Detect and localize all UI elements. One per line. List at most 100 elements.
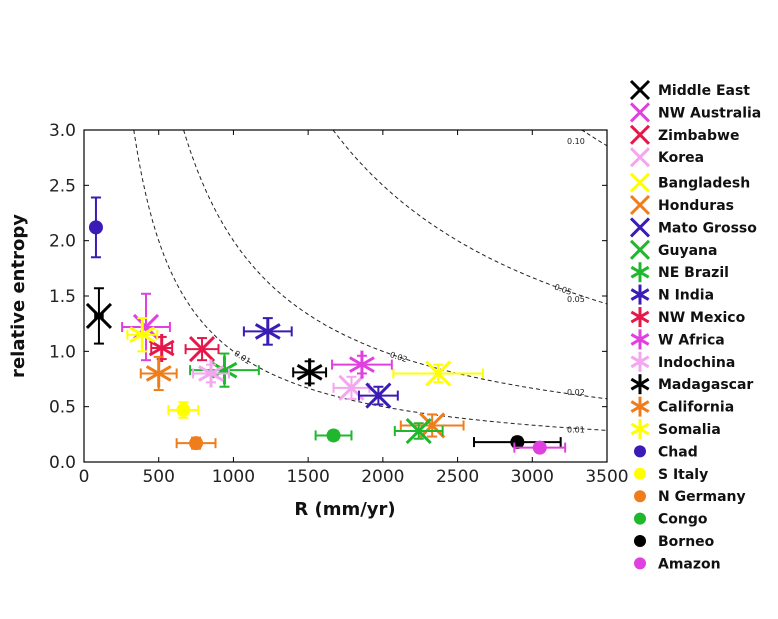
y-tick-label: 2.0 <box>49 232 76 252</box>
legend-item-middle-east: Middle East <box>629 79 750 101</box>
legend-item-n-germany: N Germany <box>634 489 746 505</box>
y-axis-title: relative entropy <box>8 214 29 378</box>
point-honduras <box>399 412 465 439</box>
contour-line <box>183 130 607 400</box>
plot-frame <box>83 129 608 463</box>
point-indochina <box>192 359 230 388</box>
marker-dot <box>88 220 103 235</box>
x-tick-label: 3000 <box>511 467 554 487</box>
legend-marker-ray <box>630 310 650 324</box>
marker-stroke-b <box>365 382 392 409</box>
point-zimbabwe <box>184 336 220 363</box>
legend-marker-stroke-b <box>629 79 651 101</box>
y-tick-label: 1.0 <box>49 342 76 362</box>
legend-item-nw-australia: NW Australia <box>629 102 761 123</box>
legend-marker-dot <box>634 490 646 503</box>
legend: Middle East NW Australia Zimbabwe Korea Bang… <box>629 79 761 572</box>
x-tick-label: 1500 <box>287 467 330 487</box>
contour-line <box>581 130 607 147</box>
legend-label: N India <box>658 288 714 304</box>
legend-item-zimbabwe: Zimbabwe <box>629 124 739 145</box>
point-california <box>139 355 178 392</box>
legend-label: Congo <box>658 512 708 528</box>
point-amazon <box>513 440 567 455</box>
point-w-africa <box>331 350 393 379</box>
point-mato-grosso <box>357 382 399 409</box>
legend-label: Amazon <box>658 556 721 572</box>
point-s-italy <box>167 401 200 419</box>
legend-marker-ray <box>630 333 650 346</box>
marker-ray <box>145 365 172 382</box>
legend-marker-stroke-b <box>629 124 651 145</box>
marker-ray <box>349 356 375 373</box>
marker-dot <box>326 428 341 443</box>
legend-marker-stroke-b <box>629 239 651 260</box>
legend-item-california: California <box>630 396 734 417</box>
marker-stroke-b <box>338 374 365 401</box>
marker-ray <box>148 339 175 357</box>
legend-marker-ray <box>630 288 650 301</box>
marker-dot <box>189 436 204 451</box>
point-borneo <box>473 435 562 450</box>
marker-stroke-b <box>85 302 113 329</box>
point-korea <box>332 374 371 401</box>
legend-item-madagascar: Madagascar <box>630 374 753 395</box>
x-tick-label: 500 <box>142 467 174 487</box>
marker-ray <box>198 365 224 382</box>
legend-item-guyana: Guyana <box>629 239 717 260</box>
x-tick-label: 2000 <box>361 467 404 487</box>
legend-marker-dot <box>634 467 646 480</box>
legend-label: Borneo <box>658 534 715 550</box>
data-points <box>85 196 567 455</box>
contour-lines <box>133 130 607 431</box>
contour-labels: 0.010.010.020.020.050.050.100.150.200.25 <box>232 137 585 435</box>
legend-label: W Africa <box>658 332 725 348</box>
point-middle-east <box>85 287 113 345</box>
marker-stroke-b <box>425 360 452 387</box>
contour-label-right: 0.10 <box>567 137 585 146</box>
legend-marker-dot <box>634 445 646 458</box>
legend-marker-ray <box>630 422 650 436</box>
x-tick-label: 2500 <box>436 467 479 487</box>
legend-label: Korea <box>658 150 704 166</box>
legend-label: Honduras <box>658 198 734 214</box>
point-chad <box>88 196 103 259</box>
x-axis: 0 500 1000 1500 2000 2500 3000 3500 <box>79 130 629 487</box>
marker-stroke-b <box>419 412 446 439</box>
legend-marker-stroke-b <box>629 194 651 216</box>
marker-stroke-b <box>188 336 216 363</box>
contour-label-right: 0.02 <box>567 388 585 397</box>
marker-ray <box>296 364 323 381</box>
legend-marker-ray <box>630 400 650 413</box>
point-n-india <box>242 317 293 346</box>
legend-label: S Italy <box>658 467 708 483</box>
legend-marker-ray <box>630 265 650 279</box>
legend-item-korea: Korea <box>629 147 704 168</box>
point-nw-mexico <box>148 334 175 363</box>
legend-label: Bangladesh <box>658 176 750 192</box>
legend-label: Somalia <box>658 422 721 438</box>
legend-item-borneo: Borneo <box>634 534 715 550</box>
legend-label: California <box>658 400 734 416</box>
legend-marker-dot <box>634 535 646 547</box>
legend-marker-stroke-b <box>629 147 651 168</box>
legend-marker-ray <box>630 355 650 369</box>
legend-item-n-india: N India <box>630 284 714 305</box>
legend-label: Indochina <box>658 355 735 371</box>
legend-item-nw-mexico: NW Mexico <box>630 307 746 327</box>
y-tick-label: 0.0 <box>49 453 76 473</box>
legend-label: NW Australia <box>658 105 761 121</box>
marker-stroke-b <box>405 417 432 445</box>
legend-item-honduras: Honduras <box>629 194 734 216</box>
legend-marker-stroke-b <box>629 217 651 238</box>
legend-label: NE Brazil <box>658 265 729 281</box>
legend-marker-dot <box>634 512 646 525</box>
legend-label: Chad <box>658 444 698 460</box>
legend-label: N Germany <box>658 489 746 505</box>
point-congo <box>314 428 353 443</box>
legend-label: NW Mexico <box>658 310 746 326</box>
contour-label-right: 0.05 <box>567 295 585 304</box>
legend-item-somalia: Somalia <box>630 419 721 439</box>
point-madagascar <box>292 358 328 387</box>
